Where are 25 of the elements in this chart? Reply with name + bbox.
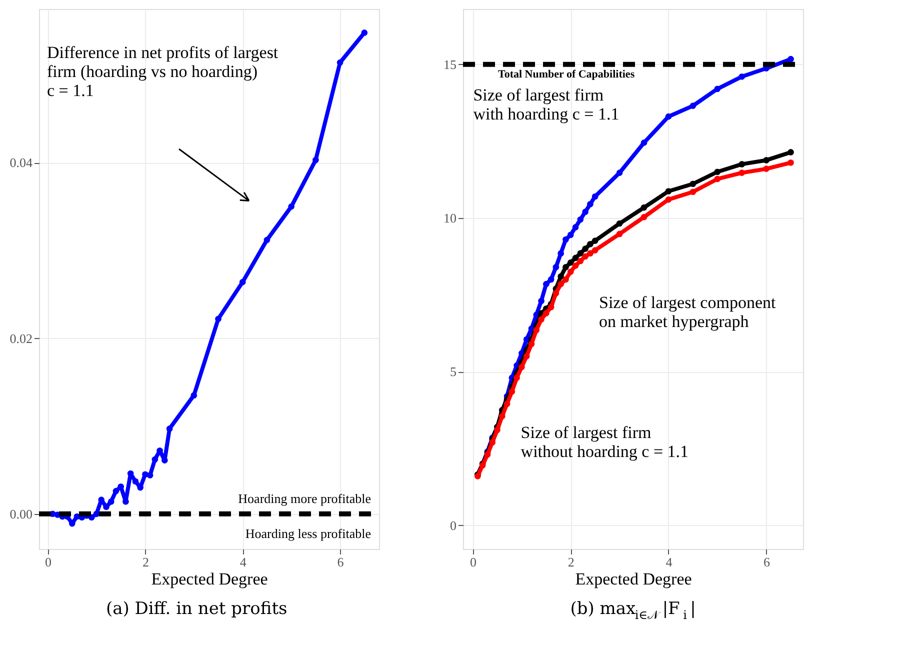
x-tick-label: 6 xyxy=(337,554,344,570)
x-axis-title: Expected Degree xyxy=(151,570,268,588)
annotation: Size of largest firm with hoarding c = 1.1 xyxy=(473,85,620,124)
ref-line-label: Total Number of Capabilities xyxy=(498,68,636,80)
text: (a) Diff. in net profits xyxy=(106,599,288,619)
y-tick-label: 0.02 xyxy=(10,330,32,346)
y-tick-label: 10 xyxy=(444,210,456,226)
annotation: Size of largest component on market hypergraph xyxy=(599,293,776,332)
x-tick-label: 6 xyxy=(764,554,771,570)
y-tick-label: 0.04 xyxy=(10,155,33,170)
x-tick-label: 0 xyxy=(45,554,52,570)
x-tick-label: 2 xyxy=(142,554,149,570)
x-tick-label: 4 xyxy=(666,554,673,570)
annotation: Hoarding less profitable xyxy=(245,526,372,541)
annotation: Size of largest firm without hoarding c = 1.1 xyxy=(520,422,689,461)
y-tick-label: 0.00 xyxy=(10,506,32,522)
y-tick-label: 5 xyxy=(450,364,456,380)
y-tick-label: 15 xyxy=(444,56,456,72)
annotation: Difference in net profits of largest firm (hoarding vs no hoarding) c = 1.1 xyxy=(47,43,278,100)
ref-line-label: Hoarding more profitable xyxy=(238,490,372,506)
x-axis-title: Expected Degree xyxy=(575,570,692,588)
y-tick-label: 0 xyxy=(450,518,456,533)
x-tick-label: 0 xyxy=(470,554,477,570)
x-tick-label: 2 xyxy=(568,554,574,570)
x-tick-label: 4 xyxy=(240,554,247,570)
